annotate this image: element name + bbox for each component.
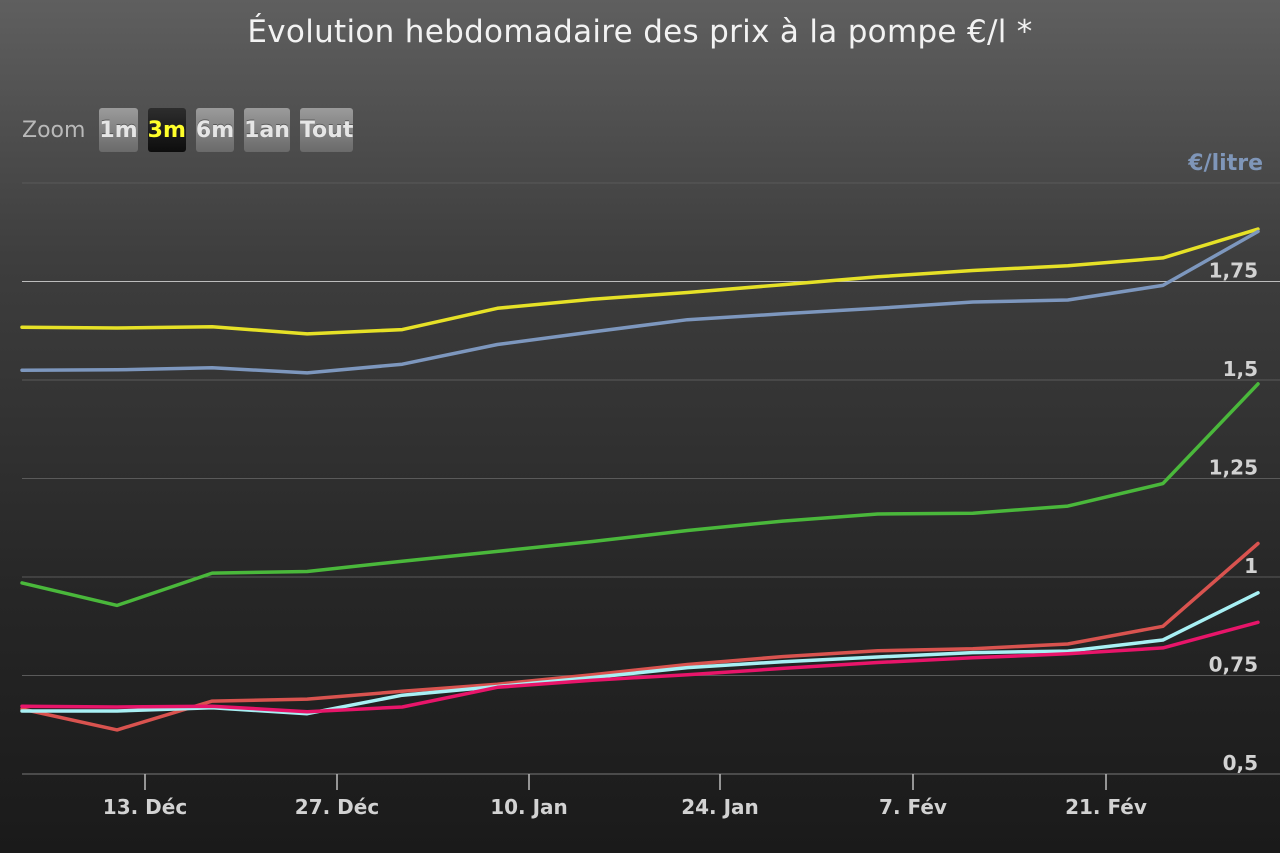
chart-title: Évolution hebdomadaire des prix à la pom… — [247, 14, 1033, 50]
x-tick-label: 24. Jan — [681, 795, 759, 819]
zoom-tout-button[interactable]: Tout — [299, 108, 354, 152]
series-line-1 — [20, 227, 1260, 336]
zoom-bar: Zoom 1m 3m 6m 1an Tout — [22, 106, 363, 154]
zoom-label: Zoom — [22, 117, 86, 143]
zoom-3m-button[interactable]: 3m — [147, 108, 186, 152]
series-line-3 — [20, 382, 1260, 608]
y-tick-label: 1,25 — [1209, 456, 1258, 480]
x-tick-label: 13. Déc — [103, 795, 187, 819]
y-tick-label: 0,75 — [1209, 653, 1258, 677]
x-tick-label: 10. Jan — [490, 795, 568, 819]
x-tick-label: 7. Fév — [879, 795, 947, 819]
y-tick-label: 1 — [1244, 554, 1258, 578]
x-tick-label: 27. Déc — [295, 795, 379, 819]
zoom-1m-button[interactable]: 1m — [99, 108, 138, 152]
x-tick-label: 21. Fév — [1065, 795, 1147, 819]
y-tick-label: 0,5 — [1223, 751, 1258, 775]
zoom-1an-button[interactable]: 1an — [244, 108, 290, 152]
zoom-6m-button[interactable]: 6m — [195, 108, 235, 152]
series-line-2 — [20, 229, 1260, 375]
y-tick-label: 1,5 — [1223, 357, 1258, 381]
y-tick-label: 1,75 — [1209, 259, 1258, 283]
y-axis-title: €/litre — [1187, 151, 1263, 176]
series-line-6 — [20, 620, 1260, 714]
series-line-4 — [20, 541, 1260, 732]
